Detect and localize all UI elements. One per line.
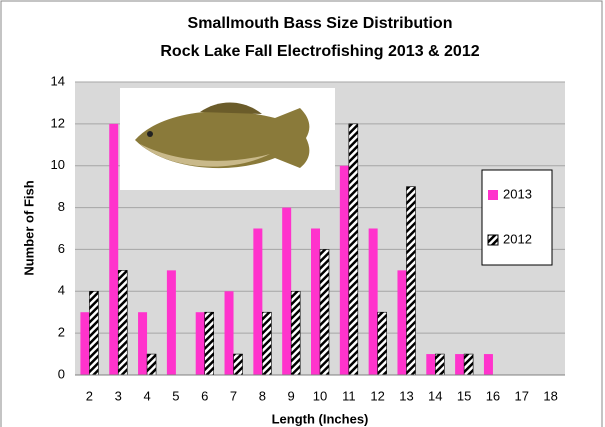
- x-tick-label: 2: [86, 388, 93, 403]
- y-tick-label: 4: [58, 283, 65, 298]
- bar: [195, 312, 205, 375]
- x-tick-label: 15: [457, 388, 471, 403]
- bar: [253, 228, 263, 375]
- bar: [262, 311, 272, 376]
- x-tick-label: 18: [543, 388, 557, 403]
- x-tick-label: 16: [486, 388, 500, 403]
- x-tick-label: 8: [259, 388, 266, 403]
- bar: [204, 311, 215, 376]
- chart-subtitle: Rock Lake Fall Electrofishing 2013 & 201…: [160, 43, 479, 60]
- bar: [319, 249, 330, 376]
- legend-label: 2013: [503, 186, 532, 201]
- bar: [89, 290, 99, 376]
- legend-swatch: [487, 234, 499, 246]
- fish-image: [120, 88, 335, 190]
- bar: [455, 354, 465, 375]
- x-tick-label: 4: [143, 388, 150, 403]
- bar: [426, 354, 436, 375]
- y-tick-label: 10: [51, 157, 65, 172]
- bar: [80, 312, 90, 375]
- x-tick-label: 5: [172, 388, 179, 403]
- bar: [406, 186, 416, 376]
- bar: [348, 123, 359, 376]
- y-tick-label: 2: [58, 325, 65, 340]
- x-tick-label: 14: [428, 388, 442, 403]
- x-tick-label: 9: [288, 388, 295, 403]
- bar: [377, 311, 387, 376]
- y-tick-label: 6: [58, 241, 65, 256]
- bar: [138, 312, 148, 375]
- x-tick-label: 13: [399, 388, 413, 403]
- bar: [282, 207, 292, 375]
- x-tick-label: 17: [515, 388, 529, 403]
- x-tick-label: 10: [313, 388, 327, 403]
- bar: [224, 291, 234, 375]
- bar: [290, 290, 301, 376]
- x-tick-label: 11: [342, 388, 356, 403]
- x-axis-label: Length (Inches): [272, 411, 369, 426]
- x-tick-label: 12: [370, 388, 384, 403]
- legend-box: [481, 169, 553, 266]
- bar: [117, 270, 128, 376]
- legend-swatch: [488, 190, 498, 200]
- bar: [368, 228, 378, 375]
- y-tick-label: 14: [51, 73, 65, 88]
- y-tick-label: 8: [58, 199, 65, 214]
- y-tick-label: 12: [51, 115, 65, 130]
- y-axis-label: Number of Fish: [21, 180, 36, 275]
- legend-label: 2012: [503, 231, 532, 246]
- bar: [166, 270, 176, 375]
- bar: [434, 353, 445, 376]
- bar: [339, 165, 349, 375]
- bar: [463, 353, 474, 376]
- x-tick-label: 3: [115, 388, 122, 403]
- bar: [397, 270, 407, 375]
- legend: 2013 2012: [481, 169, 553, 266]
- bar: [109, 123, 119, 375]
- bar: [146, 353, 157, 376]
- x-tick-label: 6: [201, 388, 208, 403]
- chart-title: Smallmouth Bass Size Distribution: [188, 15, 453, 32]
- bar: [483, 354, 493, 375]
- bar: [233, 353, 243, 376]
- bar: [311, 228, 320, 375]
- x-tick-label: 7: [230, 388, 237, 403]
- y-tick-label: 0: [58, 366, 65, 381]
